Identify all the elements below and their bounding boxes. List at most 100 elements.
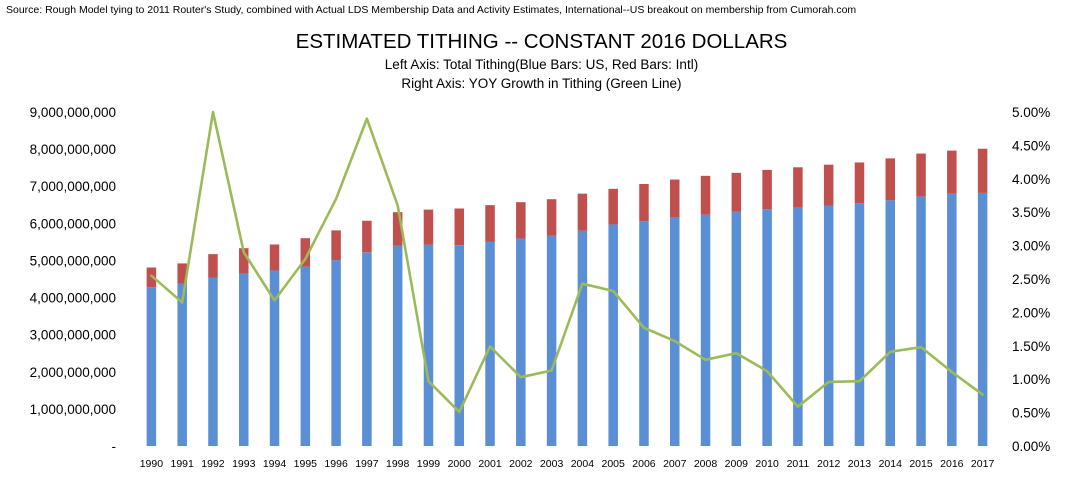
left-tick-label: 6,000,000,000 [30, 216, 116, 231]
left-tick-label: 1,000,000,000 [30, 402, 116, 417]
right-tick-label: 1.50% [1012, 339, 1050, 354]
left-axis-ticks: - 1,000,000,000 2,000,000,000 3,000,000,000… [30, 105, 116, 454]
left-tick-label: 3,000,000,000 [30, 328, 116, 343]
bar-intl [762, 169, 772, 210]
category-label: 2004 [571, 458, 595, 470]
chart-subtitle-right-axis: Right Axis: YOY Growth in Tithing (Green… [401, 76, 682, 91]
category-label: 2003 [540, 458, 564, 470]
bar-intl [177, 263, 187, 284]
bar-intl [546, 199, 557, 236]
bar-intl [823, 164, 834, 206]
bar-intl [977, 148, 988, 193]
left-tick-label: 4,000,000,000 [30, 291, 116, 306]
right-tick-label: 3.00% [1012, 239, 1050, 254]
bar-us [423, 244, 434, 446]
right-tick-label: 4.00% [1012, 172, 1050, 187]
bar-intl [947, 150, 957, 194]
category-label: 1990 [140, 458, 164, 470]
bar-us [269, 270, 280, 446]
category-label: 2013 [848, 458, 872, 470]
category-label: 2009 [725, 458, 749, 470]
category-label: 1997 [355, 458, 379, 470]
category-label: 2011 [787, 458, 810, 470]
left-tick-label: 9,000,000,000 [30, 105, 116, 120]
bar-us [700, 214, 711, 446]
category-label: 2014 [879, 458, 903, 470]
bar-us [854, 203, 865, 446]
bar-intl [331, 230, 341, 261]
category-labels: 1990 1991 1992 1993 1994 1995 1996 1997 1998 1999… [140, 458, 995, 470]
category-label: 2007 [663, 458, 687, 470]
category-label: 2010 [755, 458, 779, 470]
bar-intl [885, 158, 895, 201]
bar-us [392, 245, 403, 446]
bar-intl [731, 172, 742, 212]
right-tick-label: 2.50% [1012, 272, 1050, 287]
right-tick-label: 5.00% [1012, 105, 1050, 120]
bar-intl [700, 175, 711, 215]
bar-intl [423, 209, 434, 245]
right-tick-label: 3.50% [1012, 205, 1050, 220]
bar-us [485, 241, 495, 446]
bar-us [362, 252, 372, 446]
category-label: 2012 [817, 458, 841, 470]
bar-intl [577, 193, 588, 231]
bar-us [239, 273, 249, 446]
category-label: 2015 [909, 458, 933, 470]
category-label: 2017 [971, 458, 995, 470]
bar-us [793, 207, 803, 446]
bar-intl [793, 167, 803, 208]
bar-us [177, 283, 187, 446]
bar-intl [362, 220, 372, 253]
bar-intl [608, 188, 618, 225]
bar-us [577, 230, 588, 446]
bar-intl [485, 205, 495, 242]
bar-us [146, 287, 157, 446]
category-label: 1994 [263, 458, 287, 470]
bar-intl [208, 254, 218, 278]
right-axis-ticks: 0.00% 0.50% 1.00% 1.50% 2.00% 2.50% 3.00% 3.50%… [1012, 105, 1050, 454]
bar-us [947, 193, 957, 446]
category-label: 1996 [324, 458, 348, 470]
bar-us [331, 260, 341, 446]
bar-us [977, 192, 988, 446]
category-label: 2006 [632, 458, 656, 470]
category-label: 1991 [170, 458, 194, 470]
right-tick-label: 0.50% [1012, 406, 1050, 421]
left-tick-label: 2,000,000,000 [30, 365, 116, 380]
category-label: 2001 [478, 458, 502, 470]
right-tick-label: 4.50% [1012, 138, 1050, 153]
bar-intl [239, 248, 249, 274]
left-tick-label: - [112, 439, 117, 454]
growth-line [150, 110, 984, 414]
bar-us [546, 235, 557, 446]
category-label: 1993 [232, 458, 256, 470]
left-tick-label: 5,000,000,000 [30, 253, 116, 268]
left-tick-label: 8,000,000,000 [30, 142, 116, 157]
chart-title: ESTIMATED TITHING -- CONSTANT 2016 DOLLA… [295, 30, 788, 53]
bar-intl [639, 183, 649, 222]
category-label: 1999 [417, 458, 441, 470]
right-tick-label: 1.00% [1012, 372, 1050, 387]
category-label: 1995 [294, 458, 318, 470]
bar-intl [269, 244, 280, 271]
bar-us [516, 238, 526, 446]
bar-intl [392, 212, 403, 246]
bar-us [762, 209, 772, 446]
right-tick-label: 0.00% [1012, 439, 1050, 454]
category-label: 2008 [694, 458, 718, 470]
bar-intl [454, 208, 464, 246]
bar-us [300, 266, 311, 446]
bar-us [823, 205, 834, 446]
bar-intl [300, 238, 311, 267]
category-label: 1992 [201, 458, 225, 470]
bar-us [670, 217, 680, 446]
category-label: 2005 [601, 458, 625, 470]
category-label: 2000 [448, 458, 472, 470]
bar-us [608, 224, 618, 446]
category-label: 2016 [940, 458, 964, 470]
left-tick-label: 7,000,000,000 [30, 179, 116, 194]
bar-us [639, 221, 649, 446]
right-tick-label: 2.00% [1012, 305, 1050, 320]
